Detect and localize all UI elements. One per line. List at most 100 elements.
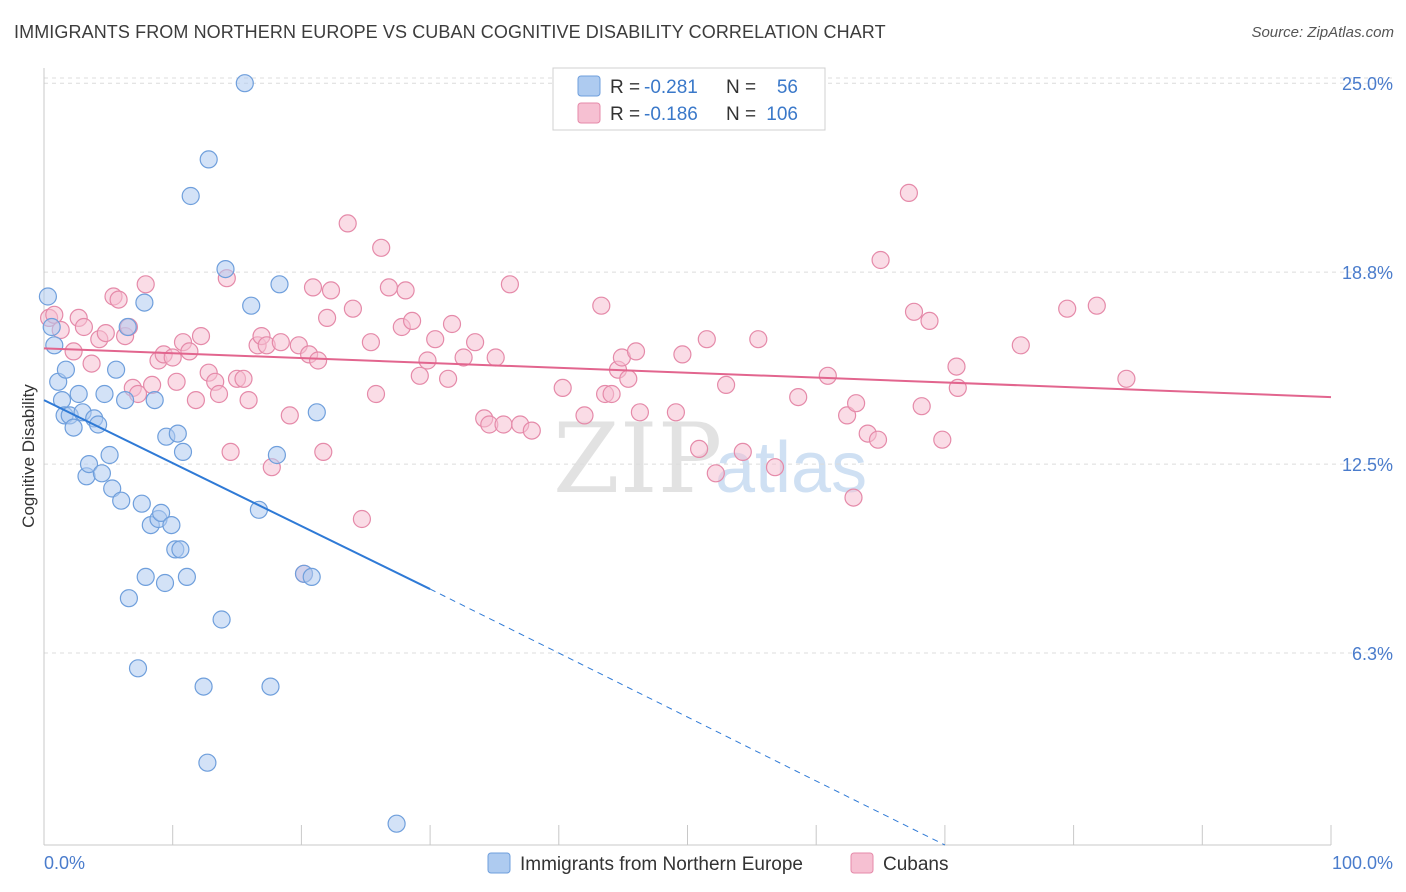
cubans-point-84	[697, 330, 716, 349]
cubans-point-23	[186, 391, 205, 410]
cubans-point-63	[466, 333, 485, 352]
cubans-point-16	[143, 375, 162, 394]
northern-europe-point-40	[181, 186, 200, 206]
cubans-point-42	[303, 278, 323, 297]
northern-europe-point-50	[267, 445, 286, 465]
cubans-point-10	[109, 290, 128, 309]
cubans-point-48	[343, 299, 362, 318]
cubans-point-71	[553, 378, 572, 397]
northern-europe-point-15	[92, 464, 112, 483]
cubans-point-85	[706, 464, 725, 483]
cubans-point-59	[426, 330, 445, 349]
cubans-point-51	[366, 384, 386, 404]
cubans-point-19	[163, 348, 182, 367]
series-legend-swatch-pink	[850, 852, 874, 874]
cubans-point-80	[630, 403, 650, 422]
cubans-point-103	[947, 357, 966, 376]
legend-n-label-blue: N =	[726, 77, 756, 98]
legend-r-value-pink: -0.186	[644, 104, 698, 125]
series-legend: Immigrants from Northern Europe Cubans	[487, 852, 949, 875]
northern-europe-point-27	[136, 567, 155, 587]
legend-n-value-pink: 106	[766, 104, 798, 125]
northern-europe-point-38	[173, 442, 193, 461]
watermark: ZIP atlas	[553, 403, 867, 515]
northern-europe-point-25	[132, 494, 151, 513]
northern-europe-point-8	[64, 418, 83, 437]
cubans-point-20	[167, 372, 186, 391]
northern-europe-point-55	[387, 814, 406, 833]
cubans-point-68	[500, 275, 519, 294]
northern-europe-point-34	[162, 515, 181, 535]
cubans-point-56	[403, 311, 422, 330]
x-axis-ticks	[43, 825, 1332, 845]
cubans-point-43	[309, 351, 328, 370]
series-northern-europe-points	[38, 74, 406, 833]
northern-europe-point-43	[199, 150, 218, 169]
northern-europe-point-42	[198, 753, 217, 772]
northern-europe-point-54	[307, 403, 326, 422]
y-tick-label-3: 6.3%	[1352, 644, 1393, 664]
northern-europe-point-46	[235, 74, 254, 93]
northern-europe-point-47	[242, 296, 261, 315]
legend-r-label-blue: R =	[610, 77, 640, 98]
cubans-point-91	[818, 366, 837, 385]
legend-n-value-blue: 56	[777, 77, 798, 98]
cubans-point-67	[494, 415, 513, 434]
y-tick-label-2: 12.5%	[1342, 455, 1393, 475]
source-label: Source: ZipAtlas.com	[1251, 24, 1394, 41]
trend-line-cubans	[43, 347, 1332, 399]
cubans-point-97	[871, 250, 890, 270]
northern-europe-point-29	[145, 391, 164, 410]
chart-title: IMMIGRANTS FROM NORTHERN EUROPE VS CUBAN…	[14, 22, 886, 42]
northern-europe-point-39	[177, 567, 196, 587]
cubans-point-86	[716, 375, 736, 394]
northern-europe-point-41	[194, 677, 213, 696]
cubans-point-58	[418, 351, 437, 370]
cubans-point-106	[1058, 299, 1077, 318]
northern-europe-point-24	[128, 659, 148, 678]
cubans-point-82	[673, 345, 692, 364]
cubans-point-22	[180, 342, 199, 361]
watermark-atlas: atlas	[715, 428, 867, 508]
cubans-point-83	[689, 439, 709, 458]
northern-europe-point-31	[152, 503, 171, 523]
cubans-point-89	[765, 458, 785, 477]
series-legend-label-pink: Cubans	[883, 854, 949, 875]
cubans-point-87	[733, 442, 752, 461]
northern-europe-point-36	[168, 424, 187, 443]
northern-europe-point-45	[216, 260, 235, 279]
cubans-point-105	[1011, 336, 1030, 355]
cubans-point-66	[486, 348, 505, 367]
northern-europe-point-26	[135, 293, 154, 312]
cubans-point-92	[837, 406, 857, 425]
cubans-point-75	[602, 384, 621, 404]
cubans-point-99	[904, 302, 924, 321]
y-tick-labels: 25.0% 18.8% 12.5% 6.3%	[1342, 74, 1393, 664]
northern-europe-point-22	[118, 317, 137, 337]
cubans-point-55	[396, 281, 415, 300]
series-cubans-points	[39, 183, 1136, 583]
northern-europe-point-53	[302, 567, 321, 587]
cubans-point-3	[64, 342, 83, 361]
cubans-point-78	[619, 369, 638, 388]
cubans-point-8	[96, 324, 115, 343]
northern-europe-point-16	[95, 384, 114, 404]
cubans-point-73	[592, 296, 611, 315]
x-tick-label-100: 100.0%	[1332, 853, 1393, 873]
legend-n-label-pink: N =	[726, 104, 756, 125]
y-tick-label-1: 18.8%	[1342, 263, 1393, 283]
northern-europe-point-48	[249, 500, 268, 519]
northern-europe-point-19	[106, 360, 126, 379]
northern-europe-point-2	[45, 336, 64, 355]
cubans-point-31	[234, 369, 253, 388]
cubans-point-38	[280, 406, 299, 425]
cubans-point-57	[410, 366, 429, 385]
northern-europe-point-37	[171, 540, 190, 559]
cubans-point-100	[912, 397, 931, 416]
northern-europe-point-23	[119, 589, 138, 608]
cubans-point-53	[379, 278, 398, 297]
cubans-point-70	[522, 421, 541, 440]
cubans-point-45	[318, 308, 337, 327]
cubans-point-101	[920, 311, 939, 330]
trend-line-northern-europe-extension	[429, 588, 946, 846]
